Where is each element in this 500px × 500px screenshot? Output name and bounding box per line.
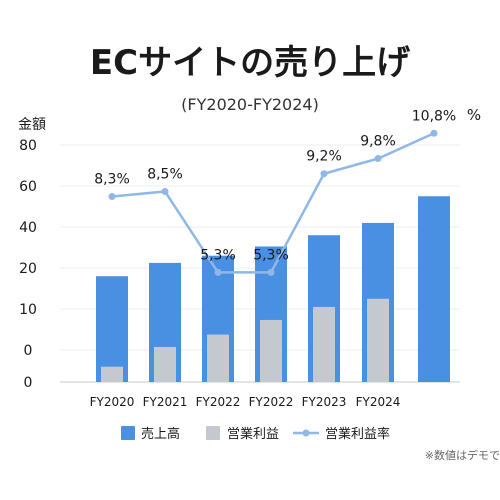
margin-point (430, 129, 438, 137)
margin-point (374, 155, 382, 163)
margin-data-label: 9,8% (360, 134, 396, 150)
x-tick-label: FY2022 (249, 395, 294, 409)
y-tick-label: 0 (24, 375, 33, 391)
operating-profit-bar (154, 346, 176, 382)
y-tick-label: 80 (19, 138, 37, 154)
legend-swatch-sales (121, 426, 135, 440)
margin-point (161, 187, 169, 195)
y2-axis-label: % (467, 106, 481, 124)
footnote: ※数値はデモで (425, 448, 500, 462)
legend-label-profit: 営業利益 (227, 426, 279, 442)
margin-data-label: 10,8% (412, 108, 456, 124)
legend: 売上高 営業利益 営業利益率 (121, 426, 390, 442)
operating-profit-bar (313, 306, 335, 382)
margin-data-label: 8,3% (94, 172, 130, 188)
x-tick-label: FY2020 (90, 395, 135, 409)
margin-point (108, 193, 116, 201)
margin-point (214, 268, 222, 276)
legend-marker-margin (302, 429, 310, 437)
x-tick-label: FY2023 (302, 395, 347, 409)
x-tick-label: FY2024 (356, 395, 401, 409)
legend-label-sales: 売上高 (141, 426, 180, 442)
x-axis-ticks: FY2020 FY2021 FY2022 FY2022 FY2023 FY2024 (90, 395, 401, 409)
margin-point (320, 170, 328, 178)
chart-title: ECサイトの売り上げ (90, 43, 410, 83)
margin-point (267, 268, 275, 276)
operating-profit-bar (260, 319, 282, 382)
x-tick-label: FY2021 (143, 395, 188, 409)
legend-swatch-profit (206, 426, 220, 440)
margin-data-label: 8,5% (147, 166, 183, 182)
sales-bar (418, 196, 450, 382)
legend-label-margin: 営業利益率 (325, 426, 390, 442)
margin-line: 8,3% 8,5% 5,3% 5,3% 9,2% 9,8% 10,8% (94, 108, 456, 276)
y-tick-label: 0 (24, 343, 33, 359)
y-axis-label: 金額 (18, 117, 46, 133)
y-axis-ticks: 0 0 10 20 40 60 80 (19, 138, 37, 391)
chart-subtitle: (FY2020-FY2024) (181, 95, 319, 114)
y-tick-label: 60 (19, 179, 37, 195)
operating-profit-bar (101, 366, 123, 382)
operating-profit-bar (207, 334, 229, 382)
operating-profit-bar (367, 298, 389, 382)
y-tick-label: 20 (19, 261, 37, 277)
y-tick-label: 10 (19, 302, 37, 318)
bars (96, 196, 450, 382)
y-tick-label: 40 (19, 220, 37, 236)
x-tick-label: FY2022 (196, 395, 241, 409)
margin-data-label: 5,3% (253, 247, 289, 263)
sales-bar (96, 276, 128, 382)
margin-data-label: 5,3% (200, 247, 236, 263)
margin-data-label: 9,2% (306, 149, 342, 165)
